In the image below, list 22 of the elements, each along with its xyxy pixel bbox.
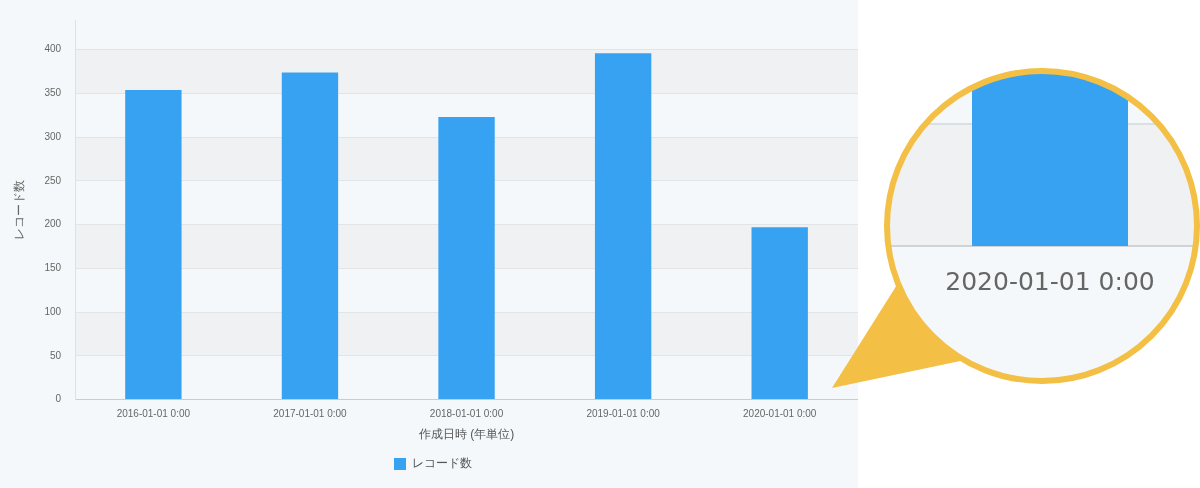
bar: [751, 227, 808, 400]
x-axis-title: 作成日時 (年単位): [417, 427, 515, 442]
y-tick-label: 300: [44, 130, 62, 142]
y-tick-label: 250: [44, 174, 62, 186]
x-tick-label: 2016-01-01 0:00: [116, 408, 191, 420]
x-tick-label: 2018-01-01 0:00: [429, 408, 504, 420]
y-axis-title: レコード数: [11, 179, 26, 240]
y-tick-label: 100: [44, 305, 62, 317]
y-tick-label: 200: [44, 218, 62, 230]
bar: [125, 89, 182, 400]
y-tick-label: 50: [49, 349, 62, 361]
y-tick-label: 350: [44, 87, 62, 99]
bar: [594, 53, 652, 400]
x-tick-label: 2019-01-01 0:00: [586, 408, 661, 420]
x-tick-label: 2020-01-01 0:00: [743, 408, 817, 420]
bar: [281, 72, 339, 400]
legend-label: レコード数: [412, 456, 472, 471]
x-tick-label: 2017-01-01 0:00: [273, 408, 348, 420]
y-tick-label: 0: [55, 393, 62, 405]
y-tick-label: 400: [44, 43, 62, 55]
bar: [438, 117, 495, 400]
y-tick-label: 150: [44, 262, 62, 274]
